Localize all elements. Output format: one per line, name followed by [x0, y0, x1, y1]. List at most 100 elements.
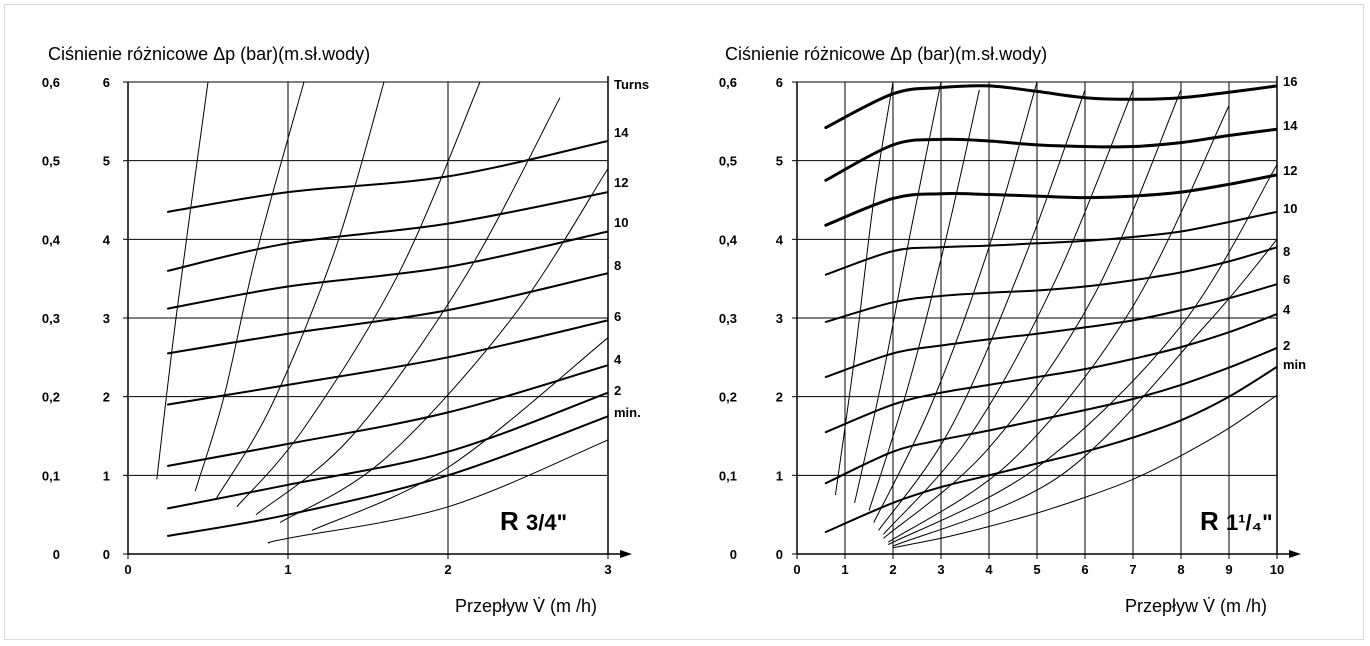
series-line: [167, 391, 608, 510]
x-tick-label: 7: [1129, 562, 1136, 577]
y-tick-label-m: 0: [776, 547, 783, 562]
series-label: 2: [614, 383, 621, 398]
series-line: [824, 173, 1277, 227]
chart-svg: 0 1 2 30010,120,230,340,450,560,61412108642…: [42, 75, 649, 577]
y-tick-label-bar: 0,4: [719, 232, 738, 247]
x-tick-label: 4: [985, 562, 993, 577]
flow-curve: [892, 238, 1277, 547]
series-label: 4: [614, 352, 622, 367]
series-line: [824, 246, 1277, 323]
y-tick-label-bar: 0,4: [42, 232, 61, 247]
series-line: [167, 230, 608, 310]
x-tick-label: 1: [284, 562, 291, 577]
series-line: [267, 439, 608, 544]
flow-curve: [878, 89, 1086, 531]
flow-curve: [887, 164, 1277, 546]
x-tick-label: 1: [841, 562, 848, 577]
flow-curve: [215, 82, 385, 500]
x-tick-label: 5: [1033, 562, 1040, 577]
flow-curve: [834, 82, 894, 496]
y-tick-label-m: 3: [776, 311, 783, 326]
chart-panel-r114: Ciśnienie różnicowe Δp (bar)(m.sł.wody) …: [685, 0, 1370, 646]
x-tick-label: 0: [793, 562, 800, 577]
x-axis-arrow-icon: [620, 550, 632, 558]
chart-panel-r34: Ciśnienie różnicowe Δp (bar)(m.sł.wody) …: [42, 44, 649, 616]
flow-curve: [883, 89, 1182, 539]
flow-curve: [236, 82, 481, 508]
figure-frame: [4, 4, 1364, 640]
x-tick-label: 6: [1081, 562, 1088, 577]
series-label: 2: [1283, 338, 1290, 353]
flow-curve: [868, 89, 980, 511]
series-line: [824, 283, 1277, 378]
y-tick-label-bar: 0,1: [719, 468, 737, 483]
series-label: 6: [614, 309, 621, 324]
flow-curve: [255, 97, 561, 516]
series-line: [824, 365, 1277, 533]
y-tick-label-bar: 0,3: [719, 311, 737, 326]
y-tick-label-m: 5: [776, 154, 783, 169]
series-line: [167, 140, 608, 213]
y-tick-label-m: 1: [776, 468, 783, 483]
y-tick-label-m: 1: [103, 468, 110, 483]
model-label: R 3/4": [500, 506, 567, 536]
flow-curve: [194, 82, 305, 492]
y-tick-label-m: 4: [776, 232, 784, 247]
series-line: [824, 346, 1277, 485]
x-axis-title: Przepływ V̇ (m /h): [455, 596, 598, 616]
series-line: [824, 84, 1277, 130]
y-tick-label-bar: 0,2: [42, 390, 60, 405]
y-tick-label-m: 2: [776, 390, 783, 405]
series-line: [892, 394, 1277, 549]
series-label: 6: [1283, 272, 1290, 287]
y-axis-title: Ciśnienie różnicowe Δp (bar)(m.sł.wody): [48, 44, 371, 64]
series-label: 12: [1283, 163, 1297, 178]
series-label: 10: [1283, 201, 1297, 216]
series-title: Turns: [614, 77, 649, 92]
x-tick-label: 3: [604, 562, 611, 577]
x-tick-label: 2: [889, 562, 896, 577]
y-tick-label-bar: 0,6: [719, 75, 737, 90]
y-tick-label-m: 6: [103, 75, 110, 90]
x-axis-arrow-icon: [1289, 550, 1301, 558]
y-tick-label-m: 4: [103, 232, 111, 247]
y-tick-label-bar: 0,3: [42, 311, 60, 326]
series-label: 12: [614, 175, 628, 190]
y-tick-label-m: 0: [103, 547, 110, 562]
series-label: 4: [1283, 302, 1291, 317]
flow-curve: [156, 82, 209, 480]
flow-curve: [883, 89, 1134, 535]
y-tick-label-bar: 0,2: [719, 390, 737, 405]
model-label: R 1¹/₄": [1200, 506, 1273, 536]
series-line: [167, 415, 608, 537]
x-tick-label: 0: [124, 562, 131, 577]
y-tick-label-bar: 0,1: [42, 468, 60, 483]
series-label: 14: [1283, 118, 1298, 133]
flow-curve: [887, 105, 1230, 543]
y-tick-label-bar: 0,5: [719, 154, 737, 169]
series-line: [167, 272, 608, 355]
y-tick-label-bar: 0,5: [42, 154, 60, 169]
y-tick-label-m: 2: [103, 390, 110, 405]
series-line: [167, 191, 608, 272]
series-label: 8: [614, 258, 621, 273]
series-line: [824, 127, 1277, 182]
series-label: 8: [1283, 244, 1290, 259]
flow-curve: [873, 82, 1038, 523]
y-tick-label-bar: 0,6: [42, 75, 60, 90]
series-line: [824, 313, 1277, 434]
x-tick-label: 9: [1225, 562, 1232, 577]
y-tick-label-m: 5: [103, 154, 110, 169]
y-tick-label-bar: 0: [53, 547, 60, 562]
series-label: 14: [614, 125, 629, 140]
y-tick-label-m: 3: [103, 311, 110, 326]
series-line: [167, 319, 608, 406]
y-tick-label-bar: 0: [730, 547, 737, 562]
x-tick-label: 2: [444, 562, 451, 577]
x-tick-label: 3: [937, 562, 944, 577]
x-tick-label: 8: [1177, 562, 1184, 577]
series-label: min.: [614, 405, 641, 420]
flow-curve: [854, 82, 942, 504]
x-tick-label: 10: [1270, 562, 1284, 577]
